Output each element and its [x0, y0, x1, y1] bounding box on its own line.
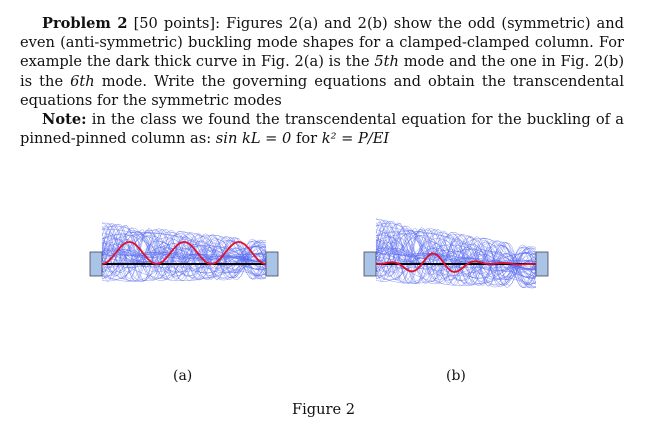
mode-family-curve [101, 235, 267, 274]
mode-family-curve [375, 228, 537, 286]
mode-family-curve [101, 225, 267, 280]
note-statement: Note: in the class we found the transcen… [20, 110, 624, 148]
mode-family-curve [375, 240, 537, 271]
problem-points: [50 points]: [133, 15, 221, 32]
mode-family-curve [375, 239, 537, 272]
right-support-a [265, 251, 279, 277]
mode-family-curve [375, 225, 537, 285]
problem-sentence-1: Figures 2(a) and 2(b) show the odd (symm… [20, 15, 624, 71]
figure-a-drawing [89, 222, 279, 282]
figure-b [344, 200, 584, 360]
mode-family-curve [101, 224, 267, 281]
mode-family-b [375, 218, 537, 289]
mode-family-curve [375, 228, 537, 286]
figure-b-drawing [363, 218, 549, 289]
right-support-b [535, 251, 549, 277]
figure-a [70, 200, 310, 360]
mode-family-curve [101, 242, 267, 266]
mode-family-curve [101, 229, 267, 280]
mode-family-curve [101, 248, 267, 263]
left-support-a [89, 251, 103, 277]
mode-family-a [101, 222, 267, 282]
figure-a-label: (a) [173, 368, 193, 384]
mode-family-curve [101, 227, 267, 280]
problem-heading: Problem 2 [42, 15, 128, 32]
mode-family-curve [375, 229, 537, 277]
note-relation: k² = P/EI [321, 130, 390, 148]
note-for: for [295, 130, 318, 148]
mode-family-curve [101, 225, 267, 280]
note-text: in the class we found the transcendental… [20, 111, 624, 148]
mode-family-curve [102, 228, 267, 276]
mode-family-curve [101, 242, 267, 265]
problem-sentence-2: mode and the one in Fig. 2(b) is the [20, 53, 625, 90]
mode-family-curve [375, 221, 537, 289]
mode-family-curve [375, 239, 537, 273]
note-heading: Note: [42, 111, 87, 128]
figure-b-label: (b) [446, 368, 466, 384]
mode-family-curve [375, 236, 537, 278]
mode-family-curve [101, 230, 267, 277]
mode-shape-a [102, 241, 266, 265]
mode-family-curve [101, 253, 266, 264]
mode-family-curve [101, 231, 267, 276]
mode-shape-b [376, 252, 536, 273]
mode-family-curve [101, 232, 267, 273]
note-equation: sin kL = 0 [215, 130, 292, 148]
problem-sentence-3: mode. Write the governing equations and … [20, 72, 625, 109]
mode-family-curve [375, 222, 537, 288]
mode-family-curve [101, 223, 267, 282]
mode-family-curve [375, 229, 537, 285]
mode-family-curve [101, 230, 267, 277]
problem-statement: Problem 2 [50 points]: Figures 2(a) and … [20, 14, 624, 110]
left-support-b [363, 251, 377, 277]
mode-family-curve [375, 221, 537, 286]
mode-b-label: 6th [70, 72, 95, 90]
mode-family-curve [375, 222, 537, 286]
mode-family-curve [375, 246, 537, 270]
figure-caption: Figure 2 [292, 401, 356, 418]
mode-family-curve [375, 219, 537, 288]
mode-a-label: 5th [374, 53, 399, 71]
mode-family-curve [101, 249, 267, 262]
